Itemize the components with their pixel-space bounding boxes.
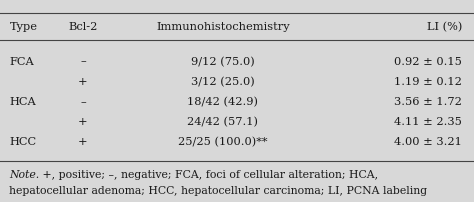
Text: 0.92 ± 0.15: 0.92 ± 0.15 xyxy=(394,57,462,67)
Text: FCA: FCA xyxy=(9,57,34,67)
Text: HCC: HCC xyxy=(9,137,36,147)
Text: hepatocellular adenoma; HCC, hepatocellular carcinoma; LI, PCNA labeling: hepatocellular adenoma; HCC, hepatocellu… xyxy=(9,186,428,196)
Text: –: – xyxy=(80,97,86,107)
Text: –: – xyxy=(80,57,86,67)
Text: 24/42 (57.1): 24/42 (57.1) xyxy=(187,117,258,127)
Text: +: + xyxy=(78,77,88,87)
Text: 4.00 ± 3.21: 4.00 ± 3.21 xyxy=(394,137,462,147)
Text: Immunohistochemistry: Immunohistochemistry xyxy=(156,22,290,32)
Text: 4.11 ± 2.35: 4.11 ± 2.35 xyxy=(394,117,462,127)
Text: +: + xyxy=(78,137,88,147)
Text: HCA: HCA xyxy=(9,97,36,107)
Text: 9/12 (75.0): 9/12 (75.0) xyxy=(191,56,255,67)
Text: 18/42 (42.9): 18/42 (42.9) xyxy=(187,97,258,107)
Text: Type: Type xyxy=(9,22,37,32)
Text: 3/12 (25.0): 3/12 (25.0) xyxy=(191,77,255,87)
Text: LI (%): LI (%) xyxy=(427,22,462,33)
Text: 1.19 ± 0.12: 1.19 ± 0.12 xyxy=(394,77,462,87)
Text: 25/25 (100.0)**: 25/25 (100.0)** xyxy=(178,137,267,148)
Text: +: + xyxy=(78,117,88,127)
Text: Bcl-2: Bcl-2 xyxy=(68,22,98,32)
Text: +, positive; –, negative; FCA, foci of cellular alteration; HCA,: +, positive; –, negative; FCA, foci of c… xyxy=(39,170,378,180)
Text: Note.: Note. xyxy=(9,170,40,180)
Text: 3.56 ± 1.72: 3.56 ± 1.72 xyxy=(394,97,462,107)
